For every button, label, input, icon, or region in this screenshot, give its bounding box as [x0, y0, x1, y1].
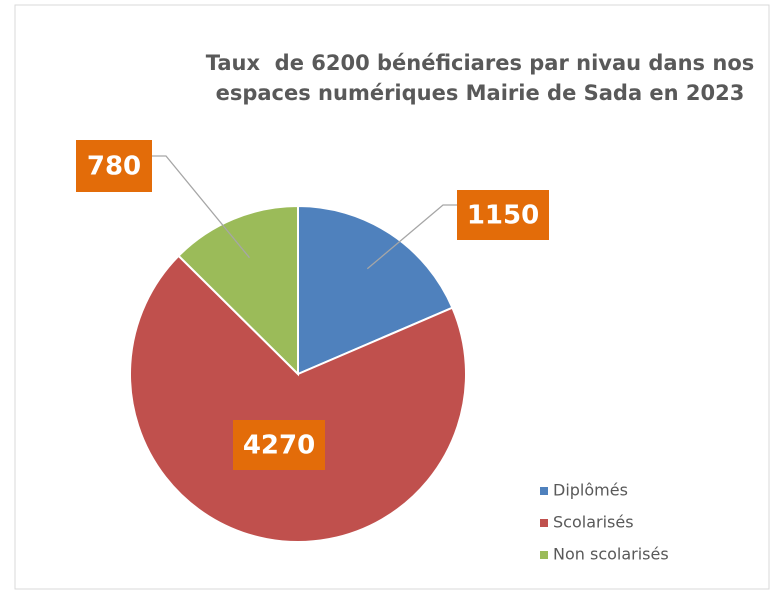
legend-label: Non scolarisés: [553, 545, 669, 564]
legend-swatch: [540, 487, 548, 495]
legend-label: Scolarisés: [553, 513, 634, 532]
legend-swatch: [540, 551, 548, 559]
data-label: 4270: [243, 431, 315, 461]
leader-line: [152, 155, 250, 259]
data-label-box: [76, 140, 152, 192]
pie-slice: [177, 204, 299, 377]
legend-swatch: [540, 519, 548, 527]
legend-label: Diplômés: [553, 481, 628, 500]
leader-line: [366, 204, 457, 270]
chart-title: Taux de 6200 bénéficiares par nivau dans…: [205, 51, 762, 105]
data-label-box: [233, 420, 325, 470]
data-label: 1150: [467, 201, 539, 231]
data-label-box: [457, 190, 549, 240]
pie-slice: [297, 204, 454, 376]
pie-slice: [129, 254, 467, 543]
data-label: 780: [87, 152, 141, 182]
